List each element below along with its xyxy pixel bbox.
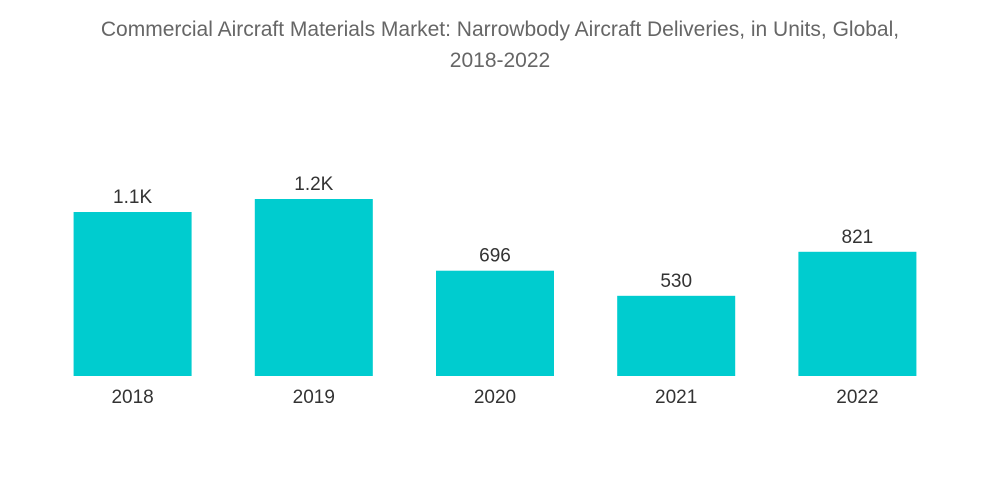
chart-title: Commercial Aircraft Materials Market: Na…: [0, 14, 1000, 76]
bar-2019: [254, 199, 373, 376]
data-labels-group: 1.1K 1.2K 696 530 821: [113, 174, 873, 292]
x-axis: 2018 2019 2020 2021 2022: [111, 387, 878, 408]
x-tick-label-2018: 2018: [111, 387, 153, 408]
bar-2018: [73, 212, 192, 376]
data-label-2019: 1.2K: [294, 174, 333, 195]
data-label-2022: 821: [842, 227, 874, 248]
chart-title-line-1: Commercial Aircraft Materials Market: Na…: [100, 18, 900, 41]
bar-2021: [617, 295, 736, 376]
data-label-2021: 530: [660, 271, 692, 292]
x-tick-label-2022: 2022: [836, 387, 878, 408]
data-label-2018: 1.1K: [113, 187, 152, 208]
x-tick-label-2021: 2021: [655, 387, 697, 408]
x-tick-label-2020: 2020: [474, 387, 516, 408]
bars-group: [73, 199, 917, 376]
bar-2022: [798, 251, 917, 376]
chart-title-line-2: 2018-2022: [449, 49, 551, 72]
bar-2020: [436, 270, 554, 376]
data-label-2020: 696: [479, 246, 511, 267]
x-tick-label-2019: 2019: [293, 387, 335, 408]
